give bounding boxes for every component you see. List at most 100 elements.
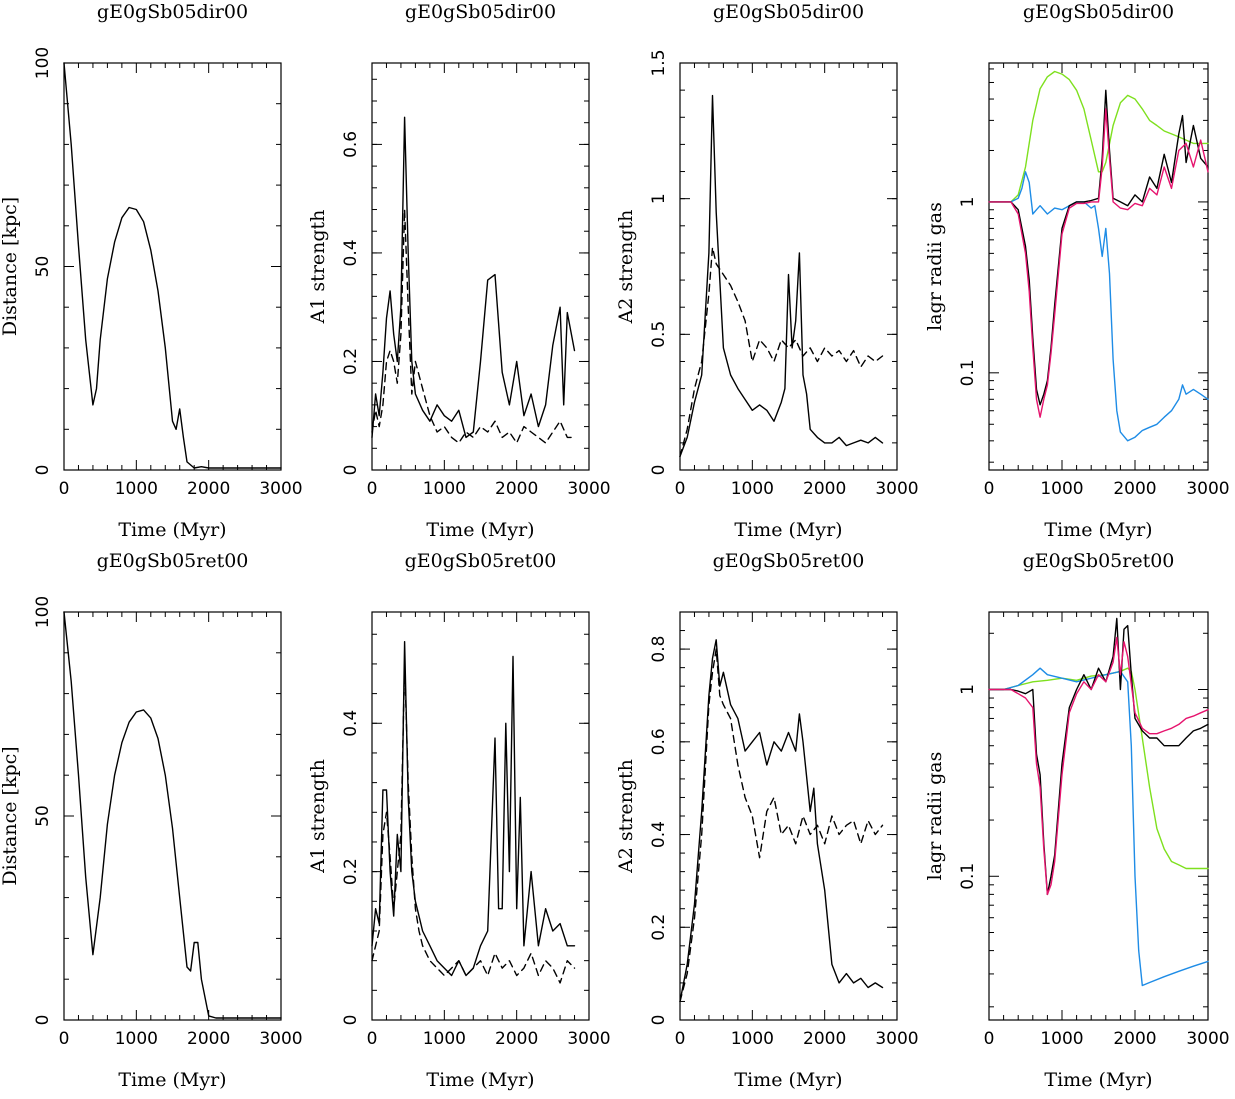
y-tick-label: 0	[649, 465, 669, 476]
x-tick-label: 3000	[1186, 479, 1229, 499]
x-tick-label: 0	[367, 479, 378, 499]
x-axis-label: Time (Myr)	[426, 1069, 534, 1091]
series-line-magenta	[988, 636, 1209, 896]
x-tick-label: 0	[59, 479, 70, 499]
x-tick-label: 2000	[495, 1029, 538, 1049]
x-axis-label: Time (Myr)	[118, 1069, 226, 1091]
x-tick-label: 2000	[1113, 1029, 1156, 1049]
y-tick-label: 0.2	[649, 914, 669, 941]
x-tick-label: 0	[675, 479, 686, 499]
y-axis-label: A2 strength	[615, 759, 637, 874]
y-tick-label: 50	[33, 805, 53, 827]
x-axis-label: Time (Myr)	[734, 519, 842, 541]
chart-title: gE0gSb05ret00	[97, 550, 249, 572]
series-line-magenta	[988, 108, 1209, 418]
chart-title: gE0gSb05dir00	[405, 1, 556, 23]
y-axis-label: lagr radii gas	[924, 202, 946, 331]
x-tick-label: 2000	[803, 479, 846, 499]
y-axis-label: Distance [kpc]	[0, 746, 21, 885]
chart-title: gE0gSb05ret00	[1023, 550, 1175, 572]
chart-title: gE0gSb05dir00	[1023, 1, 1174, 23]
series-line-distance	[63, 62, 282, 469]
x-tick-label: 1000	[1040, 479, 1083, 499]
y-tick-label: 0.1	[958, 863, 978, 890]
y-tick-label: 0.4	[341, 710, 361, 737]
x-tick-label: 0	[675, 1029, 686, 1049]
y-tick-label: 1	[958, 197, 978, 208]
chart-title: gE0gSb05ret00	[405, 550, 557, 572]
y-tick-label: 0.4	[649, 821, 669, 848]
plot-frame	[679, 62, 898, 471]
series-line-dashed	[679, 648, 884, 1003]
y-tick-label: 0.2	[341, 858, 361, 885]
chart-title: gE0gSb05ret00	[713, 550, 865, 572]
x-tick-label: 3000	[567, 479, 610, 499]
y-tick-label: 0.1	[958, 359, 978, 386]
chart-title: gE0gSb05dir00	[97, 1, 248, 23]
y-tick-label: 0	[33, 1015, 53, 1026]
series-line-dashed	[371, 208, 576, 444]
x-tick-label: 2000	[1113, 479, 1156, 499]
x-tick-label: 1000	[1040, 1029, 1083, 1049]
y-tick-label: 1.5	[649, 49, 669, 76]
y-axis-label: Distance [kpc]	[0, 197, 21, 336]
panel-8: gE0gSb05ret00 0 1000 2000 3000 0.1 1 Time (Myr)…	[924, 550, 1230, 1091]
x-axis-label: Time (Myr)	[734, 1069, 842, 1091]
y-axis-label: A1 strength	[307, 759, 329, 874]
panel-1: gE0gSb05dir00 0 1000 2000 3000 0 50 100 Time (My…	[0, 1, 303, 541]
x-tick-label: 0	[984, 1029, 995, 1049]
y-tick-label: 0.6	[341, 131, 361, 158]
x-tick-label: 2000	[187, 479, 230, 499]
panel-7: gE0gSb05ret00 0 1000 2000 3000 0 0.2 0.4 0.6 0.8 T…	[615, 550, 919, 1091]
plot-frame	[371, 611, 590, 1021]
y-axis-label: A2 strength	[615, 210, 637, 325]
panel-6: gE0gSb05ret00 0 1000 2000 3000 0 0.2 0.4 Time (M…	[307, 550, 611, 1091]
x-tick-label: 2000	[803, 1029, 846, 1049]
x-tick-label: 1000	[731, 1029, 774, 1049]
series-line-green	[988, 667, 1209, 870]
y-tick-label: 100	[33, 596, 53, 628]
y-tick-label: 0	[341, 465, 361, 476]
y-axis-label: A1 strength	[307, 210, 329, 325]
x-tick-label: 1000	[115, 1029, 158, 1049]
series-line-solid	[679, 639, 884, 1003]
x-tick-label: 0	[367, 1029, 378, 1049]
y-tick-label: 0	[341, 1015, 361, 1026]
y-tick-label: 0.5	[649, 321, 669, 348]
x-tick-label: 3000	[259, 479, 302, 499]
y-tick-label: 0.2	[341, 348, 361, 375]
y-tick-label: 0.8	[649, 636, 669, 663]
x-tick-label: 1000	[423, 1029, 466, 1049]
plot-frame	[988, 611, 1209, 1021]
x-tick-label: 3000	[875, 479, 918, 499]
x-tick-label: 1000	[115, 479, 158, 499]
x-tick-label: 3000	[567, 1029, 610, 1049]
plot-frame	[988, 62, 1209, 471]
y-tick-label: 50	[33, 256, 53, 278]
series-line-black	[988, 617, 1209, 896]
y-tick-label: 1	[649, 193, 669, 204]
y-axis-label: lagr radii gas	[924, 752, 946, 881]
x-tick-label: 2000	[187, 1029, 230, 1049]
plot-frame	[63, 62, 282, 471]
series-line-solid	[371, 116, 576, 439]
x-tick-label: 0	[59, 1029, 70, 1049]
x-axis-label: Time (Myr)	[1044, 519, 1152, 541]
x-axis-label: Time (Myr)	[1044, 1069, 1152, 1091]
chart-title: gE0gSb05dir00	[713, 1, 864, 23]
x-tick-label: 3000	[1186, 1029, 1229, 1049]
x-tick-label: 3000	[259, 1029, 302, 1049]
series-line-distance	[63, 611, 282, 1019]
series-line-solid	[371, 641, 576, 977]
y-tick-label: 0.6	[649, 728, 669, 755]
series-line-blue	[988, 171, 1209, 442]
y-tick-label: 0	[33, 465, 53, 476]
panel-5: gE0gSb05ret00 0 1000 2000 3000 0 50 100 Time (My…	[0, 550, 303, 1091]
x-axis-label: Time (Myr)	[426, 519, 534, 541]
x-tick-label: 1000	[423, 479, 466, 499]
series-line-blue	[988, 667, 1209, 987]
x-tick-label: 0	[984, 479, 995, 499]
x-tick-label: 2000	[495, 479, 538, 499]
